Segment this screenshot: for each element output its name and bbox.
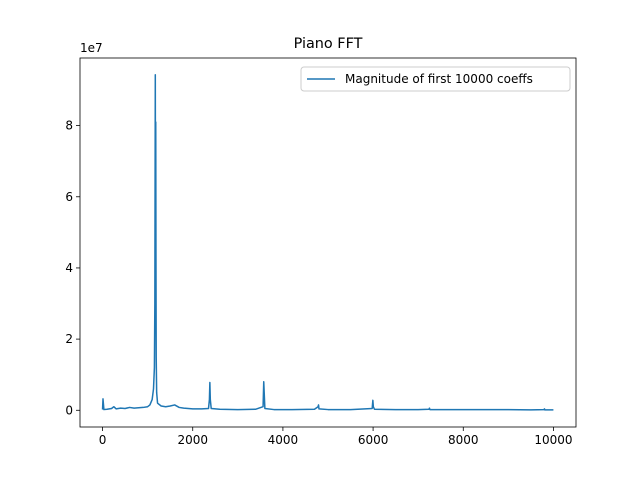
y-tick-label: 0 [65,403,73,417]
x-tick-label: 4000 [268,433,299,447]
y-tick-label: 2 [65,332,73,346]
y-tick-label: 4 [65,261,73,275]
y-tick-label: 6 [65,190,73,204]
legend-label: Magnitude of first 10000 coeffs [345,72,533,86]
y-offset-label: 1e7 [80,41,103,55]
x-tick-label: 6000 [358,433,389,447]
legend-box [300,66,571,92]
x-tick-label: 8000 [448,433,479,447]
chart-title: Piano FFT [294,36,363,52]
x-tick-label: 10000 [534,433,572,447]
plot-frame [79,57,577,428]
y-tick-label: 8 [65,119,73,133]
data-line [101,73,554,411]
x-tick-label: 0 [99,433,107,447]
x-tick-label: 2000 [177,433,208,447]
